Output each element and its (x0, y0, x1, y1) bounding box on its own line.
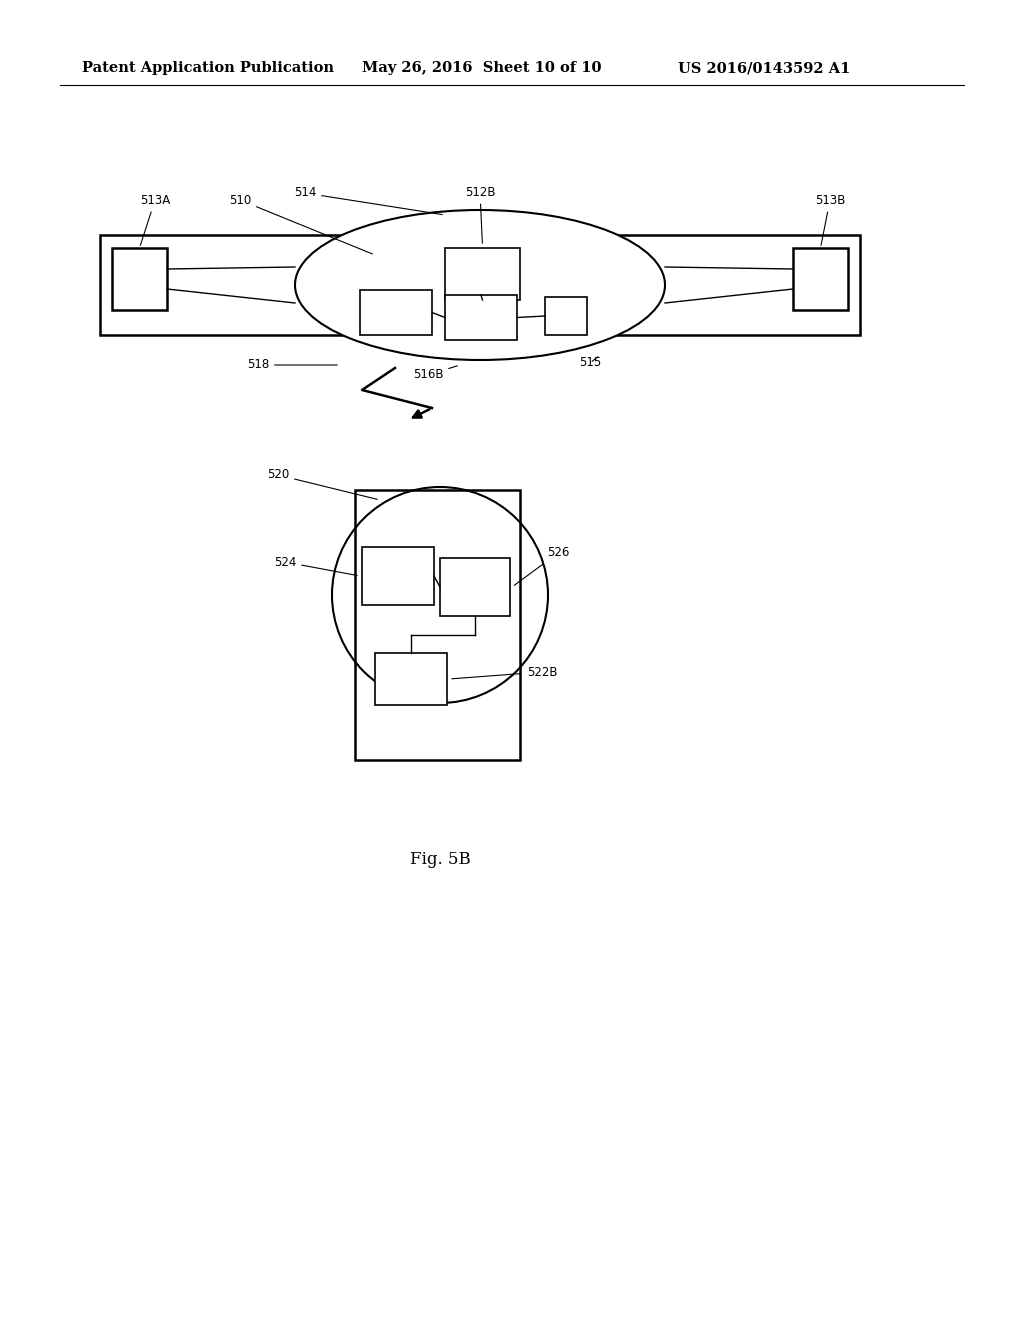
Bar (360, 290, 432, 335)
Text: 513A: 513A (140, 194, 170, 246)
Bar (793, 248, 848, 310)
Bar (100, 235, 860, 335)
Bar (440, 558, 510, 616)
Text: 516B: 516B (413, 366, 458, 381)
Bar (355, 490, 520, 760)
Text: 522B: 522B (452, 665, 557, 678)
Bar (445, 294, 517, 341)
Bar (112, 248, 167, 310)
Bar (375, 653, 447, 705)
Text: 513B: 513B (815, 194, 845, 246)
Text: 510: 510 (229, 194, 373, 253)
Text: 515: 515 (579, 356, 601, 370)
Ellipse shape (295, 210, 665, 360)
Text: May 26, 2016  Sheet 10 of 10: May 26, 2016 Sheet 10 of 10 (362, 61, 601, 75)
Text: 518: 518 (247, 359, 337, 371)
Text: 526: 526 (514, 546, 569, 585)
Text: 512B: 512B (465, 186, 496, 243)
Text: US 2016/0143592 A1: US 2016/0143592 A1 (678, 61, 850, 75)
Bar (362, 546, 434, 605)
Text: 524: 524 (273, 556, 357, 576)
Text: Fig. 5B: Fig. 5B (410, 851, 470, 869)
Text: 514: 514 (294, 186, 442, 215)
Text: Patent Application Publication: Patent Application Publication (82, 61, 334, 75)
Bar (445, 248, 520, 300)
Text: 520: 520 (267, 469, 377, 499)
Bar (545, 297, 587, 335)
